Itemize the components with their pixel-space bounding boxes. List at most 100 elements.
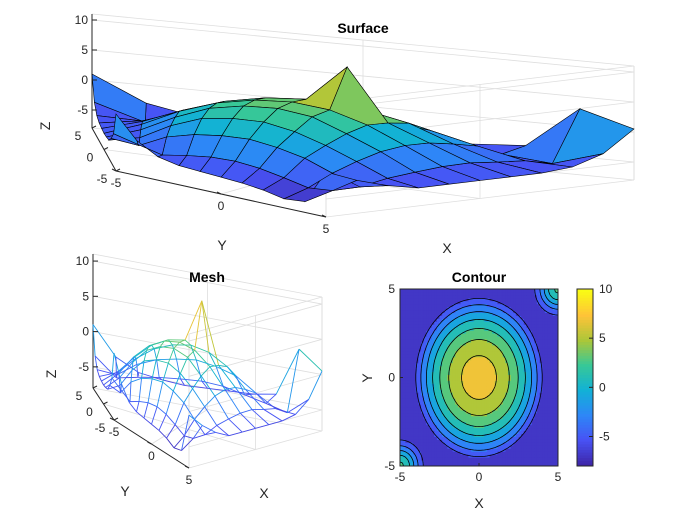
mesh-y-tick-label: 0 xyxy=(86,405,93,419)
contour-fill-cell xyxy=(500,368,504,372)
contour-fill-cell xyxy=(418,330,422,334)
contour-fill-cell xyxy=(476,383,480,387)
mesh-wire xyxy=(239,412,256,429)
contour-fill-cell xyxy=(439,371,443,375)
contour-fill-cell xyxy=(471,401,475,405)
contour-fill-cell xyxy=(536,386,540,390)
mesh-wire xyxy=(130,370,133,383)
contour-fill-cell xyxy=(473,345,477,349)
contour-fill-cell xyxy=(460,427,464,431)
contour-fill-cell xyxy=(526,327,530,331)
contour-fill-cell xyxy=(447,327,451,331)
contour-fill-cell xyxy=(444,359,448,364)
contour-fill-cell xyxy=(426,327,430,331)
contour-fill-cell xyxy=(455,398,459,402)
contour-fill-cell xyxy=(455,353,459,358)
contour-fill-cell xyxy=(526,324,530,328)
contour-fill-cell xyxy=(539,386,543,390)
contour-fill-cell xyxy=(539,345,543,349)
contour-fill-cell xyxy=(555,398,558,402)
contour-fill-cell xyxy=(542,330,546,334)
contour-fill-cell xyxy=(523,448,527,452)
contour-fill-cell xyxy=(542,380,546,384)
mesh-wire xyxy=(196,359,217,367)
contour-fill-cell xyxy=(521,392,525,396)
mesh-wire xyxy=(135,348,155,359)
contour-fill-cell xyxy=(550,401,554,405)
contour-fill-cell xyxy=(542,321,546,325)
contour-fill-cell xyxy=(510,395,514,399)
contour-fill-cell xyxy=(455,365,459,370)
contour-fill-cell xyxy=(452,294,456,299)
contour-fill-cell xyxy=(436,336,440,340)
contour-fill-cell xyxy=(513,330,517,334)
contour-fill-cell xyxy=(539,401,543,405)
contour-fill-cell xyxy=(510,439,514,443)
contour-fill-cell xyxy=(463,339,467,343)
surface-y-tick-label: 0 xyxy=(87,151,94,165)
contour-fill-cell xyxy=(529,436,533,440)
contour-fill-cell xyxy=(542,359,546,364)
contour-fill-cell xyxy=(521,457,525,461)
contour-fill-cell xyxy=(457,365,461,370)
contour-fill-cell xyxy=(410,454,414,458)
contour-fill-cell xyxy=(434,374,438,378)
contour-fill-cell xyxy=(452,306,456,311)
contour-fill-cell xyxy=(536,350,540,355)
contour-fill-cell xyxy=(489,430,493,434)
contour-fill-cell xyxy=(455,383,459,387)
contour-fill-cell xyxy=(550,339,554,343)
contour-fill-cell xyxy=(405,303,409,308)
mesh-wire xyxy=(255,424,269,429)
contour-fill-cell xyxy=(418,401,422,405)
contour-fill-cell xyxy=(415,309,419,313)
contour-fill-cell xyxy=(550,371,554,375)
contour-fill-cell xyxy=(539,327,543,331)
contour-fill-cell xyxy=(400,309,404,313)
contour-fill-cell xyxy=(415,350,419,355)
contour-fill-cell xyxy=(497,330,501,334)
contour-fill-cell xyxy=(418,368,422,372)
contour-fill-cell xyxy=(510,306,514,311)
contour-fill-cell xyxy=(455,424,459,429)
contour-fill-cell xyxy=(486,460,490,464)
contour-fill-cell xyxy=(513,306,517,311)
contour-fill-cell xyxy=(431,356,435,361)
contour-fill-cell xyxy=(476,430,480,434)
contour-fill-cell xyxy=(410,350,414,355)
contour-fill-cell xyxy=(452,321,456,325)
contour-fill-cell xyxy=(494,430,498,434)
contour-fill-cell xyxy=(494,439,498,443)
contour-fill-cell xyxy=(555,362,558,367)
contour-fill-cell xyxy=(507,442,511,446)
contour-fill-cell xyxy=(413,421,417,426)
contour-fill-cell xyxy=(402,291,406,296)
contour-fill-cell xyxy=(428,386,432,390)
contour-fill-cell xyxy=(442,289,446,293)
contour-fill-cell xyxy=(547,460,551,464)
contour-fill-cell xyxy=(542,374,546,378)
contour-fill-cell xyxy=(479,377,483,381)
contour-fill-cell xyxy=(529,401,533,405)
contour-fill-cell xyxy=(444,439,448,443)
contour-fill-cell xyxy=(468,427,472,431)
contour-fill-cell xyxy=(542,377,546,381)
contour-fill-cell xyxy=(547,312,551,316)
contour-fill-cell xyxy=(534,424,538,429)
contour-fill-cell xyxy=(465,371,469,375)
contour-fill-cell xyxy=(413,362,417,367)
contour-fill-cell xyxy=(502,463,506,466)
contour-fill-cell xyxy=(507,365,511,370)
contour-fill-cell xyxy=(418,350,422,355)
contour-fill-cell xyxy=(481,389,485,393)
contour-fill-cell xyxy=(465,348,469,352)
contour-fill-cell xyxy=(457,342,461,346)
contour-fill-cell xyxy=(457,430,461,434)
contour-fill-cell xyxy=(407,380,411,384)
contour-fill-cell xyxy=(463,451,467,455)
contour-fill-cell xyxy=(471,404,475,408)
contour-fill-cell xyxy=(426,386,430,390)
contour-fill-cell xyxy=(547,401,551,405)
contour-fill-cell xyxy=(539,454,543,458)
contour-fill-cell xyxy=(415,445,419,449)
